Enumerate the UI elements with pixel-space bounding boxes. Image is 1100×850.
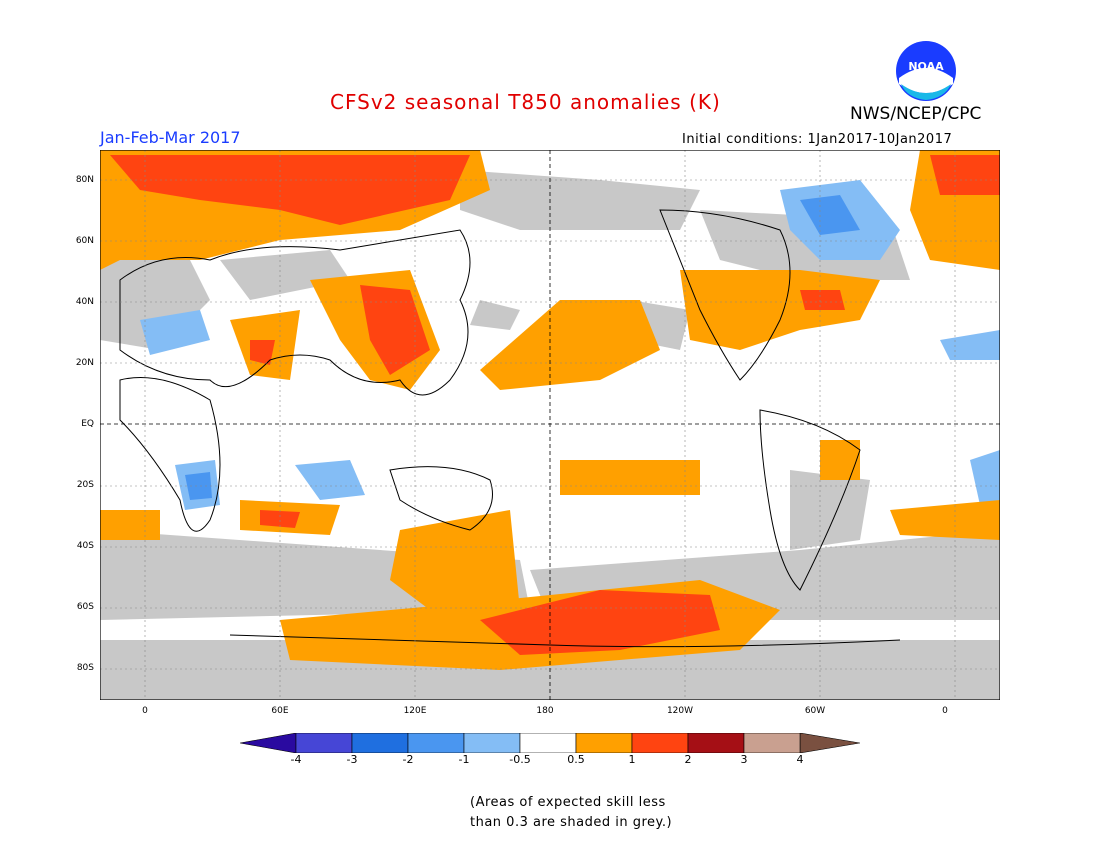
- skill-note-line1: (Areas of expected skill less: [470, 795, 666, 810]
- colorbar-arrow-low: [240, 733, 297, 753]
- colorbar-tick-label: -0.5: [509, 753, 531, 766]
- noaa-logo-icon: NOAA: [896, 41, 956, 101]
- lat-label: 20N: [75, 358, 94, 368]
- colorbar-segment: [631, 733, 689, 753]
- colorbar-tick-label: 1: [628, 753, 636, 766]
- colorbar-segment: [687, 733, 745, 753]
- coastlines: [119, 209, 901, 648]
- lon-label: 0: [942, 706, 948, 716]
- anomaly-map: [100, 150, 1000, 700]
- colorbar-segment: [463, 733, 521, 753]
- colorbar-tick-label: 2: [684, 753, 692, 766]
- negative-anomalies: [140, 180, 1000, 510]
- lat-label: 40N: [75, 297, 94, 307]
- colorbar-tick-label: 4: [796, 753, 804, 766]
- forecast-period: Jan-Feb-Mar 2017: [100, 128, 241, 147]
- lat-label: 80N: [75, 175, 94, 185]
- colorbar-tick-label: -4: [290, 753, 302, 766]
- colorbar-segment: [743, 733, 801, 753]
- lat-label: 60N: [75, 236, 94, 246]
- colorbar-segment: [575, 733, 633, 753]
- svg-text:NOAA: NOAA: [908, 60, 944, 73]
- colorbar-segment: [407, 733, 465, 753]
- colorbar-tick-label: -2: [402, 753, 414, 766]
- skill-note: (Areas of expected skill less than 0.3 a…: [470, 793, 672, 833]
- colorbar-tick-label: 0.5: [567, 753, 585, 766]
- lat-label: 80S: [76, 663, 94, 673]
- colorbar-tick-label: 3: [740, 753, 748, 766]
- colorbar-segment: [519, 733, 577, 753]
- lon-label: 120E: [403, 706, 427, 716]
- organization-label: NWS/NCEP/CPC: [850, 104, 982, 124]
- lon-label: 120W: [666, 706, 694, 716]
- lon-label: 60E: [271, 706, 289, 716]
- lon-label: 180: [536, 706, 554, 716]
- colorbar-tick-label: -3: [346, 753, 358, 766]
- lon-label: 60W: [804, 706, 826, 716]
- lat-label: 60S: [76, 602, 94, 612]
- chart-title: CFSv2 seasonal T850 anomalies (K): [330, 90, 721, 114]
- initial-conditions: Initial conditions: 1Jan2017-10Jan2017: [682, 132, 953, 147]
- lon-label: 0: [142, 706, 148, 716]
- colorbar-tick-label: -1: [458, 753, 470, 766]
- colorbar: [240, 733, 860, 753]
- reference-lines: [100, 150, 1000, 700]
- colorbar-arrow-high: [799, 733, 860, 753]
- lat-label: 40S: [76, 541, 94, 551]
- lat-label: 20S: [76, 480, 94, 490]
- lat-label: EQ: [81, 419, 94, 429]
- positive-anomalies: [100, 150, 1000, 670]
- colorbar-segment: [351, 733, 409, 753]
- colorbar-segment: [295, 733, 353, 753]
- skill-note-line2: than 0.3 are shaded in grey.): [470, 815, 673, 830]
